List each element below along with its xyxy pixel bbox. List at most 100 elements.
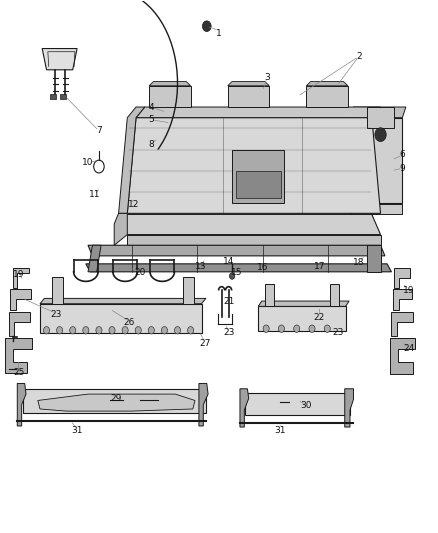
Circle shape — [96, 327, 102, 334]
Circle shape — [187, 327, 194, 334]
Circle shape — [135, 327, 141, 334]
Text: 3: 3 — [264, 73, 270, 82]
Polygon shape — [5, 338, 32, 373]
Polygon shape — [127, 118, 381, 213]
Polygon shape — [393, 289, 412, 310]
Polygon shape — [38, 394, 195, 411]
Circle shape — [161, 327, 167, 334]
Circle shape — [202, 21, 211, 31]
Polygon shape — [149, 86, 191, 107]
FancyBboxPatch shape — [60, 94, 66, 99]
Text: 5: 5 — [148, 115, 154, 124]
Polygon shape — [306, 82, 348, 86]
Text: 26: 26 — [124, 318, 135, 327]
Circle shape — [43, 327, 49, 334]
Polygon shape — [392, 312, 413, 336]
Polygon shape — [228, 86, 269, 107]
FancyBboxPatch shape — [50, 94, 56, 99]
Circle shape — [70, 327, 76, 334]
Text: 2: 2 — [356, 52, 361, 61]
Polygon shape — [52, 277, 63, 304]
Polygon shape — [40, 304, 201, 333]
Polygon shape — [40, 298, 206, 304]
Polygon shape — [183, 277, 194, 304]
Text: 27: 27 — [199, 339, 211, 348]
Text: 23: 23 — [332, 328, 344, 337]
Polygon shape — [86, 264, 392, 272]
Text: 25: 25 — [13, 368, 25, 377]
Polygon shape — [13, 268, 29, 288]
Text: 19: 19 — [13, 270, 25, 279]
Polygon shape — [367, 107, 394, 128]
Polygon shape — [367, 245, 381, 272]
Polygon shape — [17, 383, 26, 426]
Text: 16: 16 — [257, 263, 268, 272]
Polygon shape — [394, 268, 410, 288]
Text: 31: 31 — [274, 426, 286, 435]
Text: 31: 31 — [71, 426, 83, 435]
Polygon shape — [119, 214, 381, 235]
Circle shape — [309, 325, 315, 333]
Circle shape — [148, 327, 154, 334]
Polygon shape — [350, 204, 403, 214]
Polygon shape — [330, 284, 339, 306]
Polygon shape — [258, 301, 349, 306]
Circle shape — [174, 327, 180, 334]
Polygon shape — [114, 213, 127, 245]
Polygon shape — [265, 284, 274, 306]
Polygon shape — [88, 245, 385, 256]
Text: 19: 19 — [403, 286, 415, 295]
Text: 22: 22 — [314, 312, 325, 321]
Text: 11: 11 — [89, 190, 100, 199]
Text: 8: 8 — [148, 140, 154, 149]
Text: 10: 10 — [82, 158, 94, 167]
Circle shape — [263, 325, 269, 333]
Circle shape — [375, 128, 386, 142]
Polygon shape — [240, 389, 249, 427]
Text: 17: 17 — [314, 262, 325, 271]
Circle shape — [279, 325, 285, 333]
Polygon shape — [119, 107, 145, 213]
Text: 23: 23 — [50, 310, 62, 319]
Polygon shape — [136, 107, 381, 118]
Polygon shape — [258, 306, 346, 332]
Polygon shape — [149, 82, 191, 86]
Circle shape — [230, 273, 235, 279]
Polygon shape — [127, 235, 381, 245]
Text: 23: 23 — [223, 328, 235, 337]
Text: 29: 29 — [111, 394, 122, 403]
Polygon shape — [350, 107, 406, 118]
Polygon shape — [42, 49, 77, 70]
Text: 20: 20 — [135, 269, 146, 277]
Text: 13: 13 — [195, 262, 206, 271]
Polygon shape — [350, 118, 403, 203]
Text: 6: 6 — [399, 150, 405, 159]
Text: 15: 15 — [231, 269, 242, 277]
Text: 4: 4 — [148, 102, 154, 111]
Polygon shape — [228, 82, 269, 86]
Text: 18: 18 — [353, 258, 364, 266]
Polygon shape — [245, 393, 350, 415]
Circle shape — [57, 327, 63, 334]
Polygon shape — [88, 245, 101, 272]
Polygon shape — [236, 171, 281, 198]
Text: 1: 1 — [216, 29, 222, 38]
Circle shape — [109, 327, 115, 334]
Circle shape — [293, 325, 300, 333]
Polygon shape — [199, 383, 208, 426]
Polygon shape — [232, 150, 285, 203]
Text: 14: 14 — [223, 257, 235, 265]
Circle shape — [122, 327, 128, 334]
Polygon shape — [22, 389, 206, 413]
Circle shape — [324, 325, 330, 333]
Polygon shape — [390, 338, 416, 374]
Polygon shape — [9, 312, 30, 336]
Text: 24: 24 — [403, 344, 414, 353]
Polygon shape — [11, 289, 31, 310]
Polygon shape — [345, 389, 353, 427]
Circle shape — [83, 327, 89, 334]
Text: 30: 30 — [300, 401, 312, 410]
Text: 7: 7 — [96, 126, 102, 135]
Text: 21: 21 — [223, 296, 235, 305]
Text: 12: 12 — [128, 200, 140, 209]
